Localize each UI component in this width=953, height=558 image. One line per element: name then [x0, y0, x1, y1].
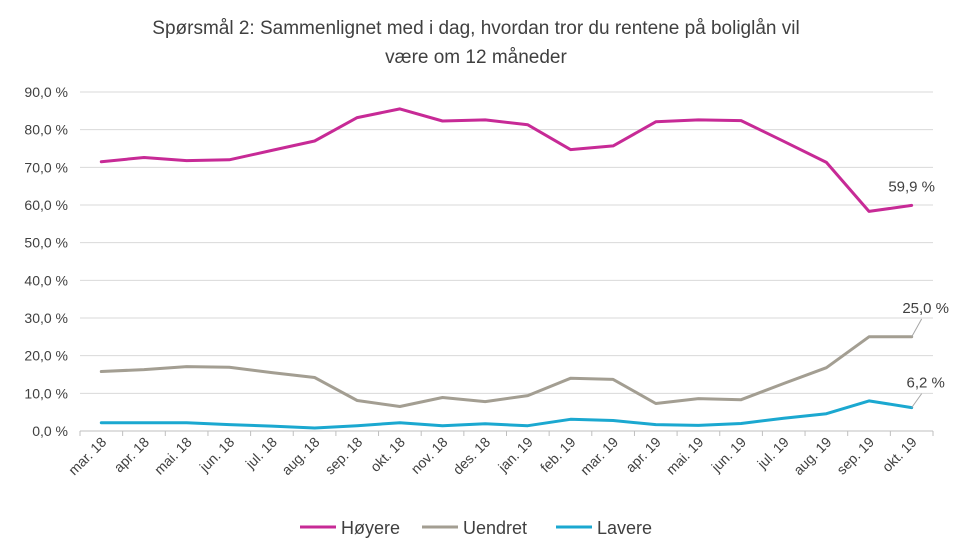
x-tick-label: aug. 18 [278, 434, 322, 478]
x-tick-label: des. 18 [449, 434, 493, 478]
chart-title-line-2: være om 12 måneder [385, 47, 567, 68]
y-tick-label: 50,0 % [24, 235, 68, 251]
data-label-leader [911, 393, 923, 408]
y-axis: 0,0 % 10,0 % 20,0 % 30,0 % 40,0 % 50,0 % 60,0 … [24, 84, 68, 439]
y-tick-label: 20,0 % [24, 348, 68, 364]
data-label-uendret: 25,0 % [902, 300, 949, 317]
x-tick-label: jan. 19 [494, 434, 536, 476]
x-tick-label: jun. 19 [707, 434, 749, 476]
legend-label-lavere: Lavere [597, 518, 652, 538]
y-tick-label: 80,0 % [24, 122, 68, 138]
x-tick-label: mar. 19 [577, 434, 621, 478]
x-tick-label: jun. 18 [196, 434, 238, 476]
y-tick-label: 30,0 % [24, 310, 68, 326]
x-tick-label: feb. 19 [537, 434, 579, 476]
x-tick-label: okt. 18 [367, 434, 408, 475]
legend-label-uendret: Uendret [463, 518, 527, 538]
chart-title-line-1: Spørsmål 2: Sammenlignet med i dag, hvor… [152, 18, 799, 39]
y-tick-label: 70,0 % [24, 159, 68, 175]
data-label-lavere: 6,2 % [906, 375, 944, 392]
gridlines [80, 91, 933, 394]
series-line-høyere [99, 107, 914, 213]
y-tick-label: 40,0 % [24, 272, 68, 288]
x-tick-label: jul. 18 [242, 434, 281, 473]
x-tick-label: sep. 18 [322, 434, 366, 478]
x-tick-label: mai. 19 [663, 434, 707, 478]
y-tick-label: 0,0 % [32, 423, 68, 439]
x-tick-label: apr. 19 [622, 434, 664, 476]
x-tick-label: sep. 19 [833, 434, 877, 478]
legend-label-høyere: Høyere [341, 518, 400, 538]
data-label-leader [911, 318, 923, 338]
series-line-lavere [99, 399, 914, 430]
data-labels: 59,9 % 25,0 % 6,2 % [888, 178, 949, 408]
legend: Høyere Uendret Lavere [300, 518, 652, 538]
chart-title: Spørsmål 2: Sammenlignet med i dag, hvor… [152, 18, 799, 68]
data-label-høyere: 59,9 % [888, 178, 935, 195]
series-line-uendret [99, 335, 914, 408]
series-lines [99, 107, 914, 430]
y-tick-label: 90,0 % [24, 84, 68, 100]
x-tick-label: jul. 19 [753, 434, 792, 473]
x-tick-label: mai. 18 [151, 434, 195, 478]
x-tick-label: mar. 18 [65, 434, 109, 478]
y-tick-label: 60,0 % [24, 197, 68, 213]
x-tick-label: aug. 19 [790, 434, 834, 478]
x-tick-label: okt. 19 [879, 434, 920, 475]
x-tick-label: apr. 18 [110, 434, 152, 476]
y-tick-label: 10,0 % [24, 385, 68, 401]
x-tick-label: nov. 18 [408, 434, 451, 477]
